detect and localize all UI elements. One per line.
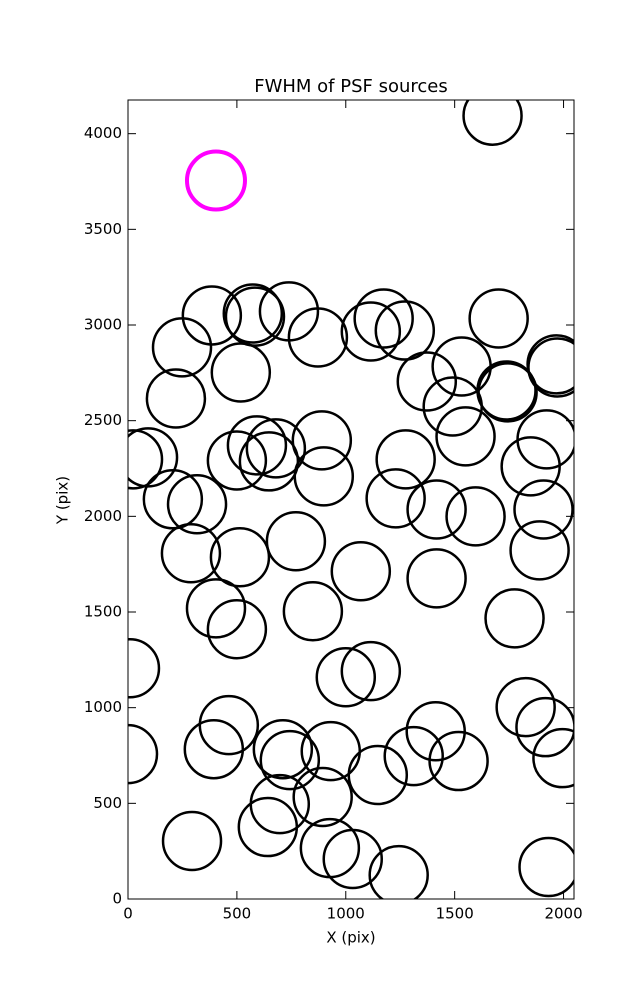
y-tick-label: 1500 [84,603,122,621]
x-tick-label: 1000 [327,905,365,923]
plot-area [128,100,574,899]
source-circle [462,100,523,146]
source-circle [405,700,466,762]
source-circle [509,520,570,581]
source-circle [209,527,271,588]
y-tick-label: 3000 [84,316,122,334]
y-tick-label: 3500 [84,220,122,238]
source-circle [245,418,307,479]
source-circle [183,718,245,780]
y-tick-label: 4000 [84,124,122,142]
source-circle [518,836,574,898]
source-circle [292,766,353,828]
x-tick-label: 0 [123,905,133,923]
source-circle [406,548,467,609]
source-circle [495,676,556,738]
source-circle [406,479,467,540]
highlight-circle [184,149,247,212]
source-circle [315,646,377,708]
source-circle [368,844,429,899]
source-circle [128,723,159,785]
source-circle [468,288,529,349]
x-tick-label: 1500 [436,905,474,923]
source-circle [210,342,272,403]
source-circle [282,580,344,642]
source-circle [340,301,402,362]
y-tick-label: 2500 [84,411,122,429]
source-circle [513,479,574,540]
source-circle [532,727,574,789]
y-tick-label: 1000 [84,698,122,716]
source-circle [396,351,458,412]
source-circle [161,810,223,872]
source-circle [206,430,268,491]
x-axis-label: X (pix) [326,929,375,947]
source-circle [515,696,574,758]
y-tick-label: 2000 [84,507,122,525]
source-circle [293,446,355,507]
source-circle [128,638,161,699]
source-circle [265,510,327,572]
source-circle [340,640,402,702]
source-circle [206,598,268,660]
source-circle [226,415,288,476]
source-circle [185,578,247,639]
source-circle [145,368,207,429]
axes-frame [127,99,575,900]
source-circle [237,796,299,858]
source-circle [375,429,436,490]
source-circle [445,486,506,547]
y-tick-label: 500 [93,794,122,812]
source-circle [383,725,444,787]
source-circle [259,729,321,791]
source-circle [142,469,204,530]
x-tick-label: 2000 [544,905,582,923]
source-circle [526,334,574,395]
x-tick-label: 500 [223,905,252,923]
source-circle [484,588,545,649]
source-circle [422,376,483,437]
source-circle [435,406,496,467]
source-circle [224,286,286,347]
source-circle [516,409,574,470]
source-circle [347,744,409,806]
source-circle [330,540,392,602]
chart-title: FWHM of PSF sources [254,76,448,97]
source-circle [291,410,353,471]
source-circle [166,474,228,535]
source-circle [353,288,414,349]
source-circle [287,307,349,368]
source-circle [151,317,213,378]
source-circle [160,523,222,584]
source-circle [322,828,383,890]
source-circle [428,730,489,792]
y-tick-label: 0 [112,890,122,908]
source-circle [374,300,436,361]
source-circle [128,429,164,490]
source-circle [365,468,426,529]
source-circle [222,283,284,344]
ticks: 0 500 1000 1500 2000 0 500 1000 1500 2000 2500 3000… [84,100,583,923]
y-axis-label: Y (pix) [54,476,72,525]
source-circle [252,718,314,780]
